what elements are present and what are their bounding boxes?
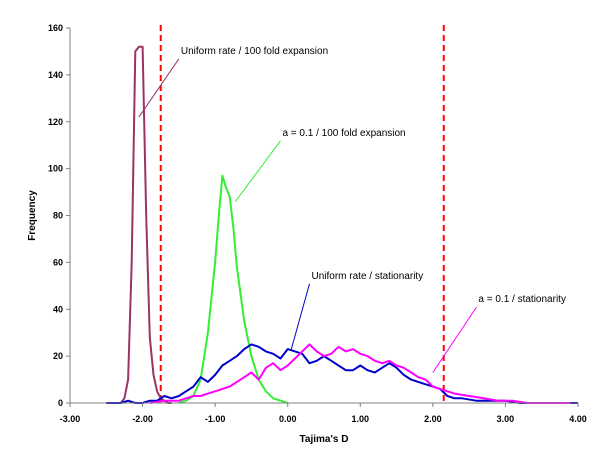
x-ticks: -3.00 -2.00 -1.00 0.00 1.00 2.00 3.00 4.00 bbox=[60, 403, 587, 424]
y-tick-label: 0 bbox=[58, 398, 63, 408]
annotation-pointer bbox=[290, 283, 310, 350]
y-tick-label: 80 bbox=[53, 211, 63, 221]
series-lines bbox=[106, 45, 578, 404]
x-tick-label: -1.00 bbox=[205, 414, 226, 424]
x-tick-label: 3.00 bbox=[497, 414, 515, 424]
x-tick-label: -3.00 bbox=[60, 414, 81, 424]
y-ticks: 0 20 40 60 80 100 120 140 160 bbox=[48, 23, 70, 408]
annotation-label: Uniform rate / 100 fold expansion bbox=[181, 46, 328, 57]
y-tick-label: 140 bbox=[48, 70, 63, 80]
annotation-label: a = 0.1 / stationarity bbox=[478, 294, 566, 305]
x-axis-title: Tajima's D bbox=[300, 434, 349, 445]
y-tick-label: 100 bbox=[48, 164, 63, 174]
x-tick-label: 0.00 bbox=[279, 414, 297, 424]
y-tick-label: 120 bbox=[48, 117, 63, 127]
y-axis-title: Frequency bbox=[27, 190, 38, 241]
annotation-pointer bbox=[235, 140, 281, 202]
x-tick-label: 1.00 bbox=[352, 414, 370, 424]
annotation-label: Uniform rate / stationarity bbox=[311, 271, 423, 282]
y-tick-label: 20 bbox=[53, 351, 63, 361]
y-tick-label: 60 bbox=[53, 257, 63, 267]
x-tick-label: -2.00 bbox=[132, 414, 153, 424]
x-tick-label: 2.00 bbox=[424, 414, 442, 424]
series-line-uniform-rate-stationarity bbox=[106, 343, 578, 404]
annotation-pointer bbox=[432, 306, 477, 373]
annotation-label: a = 0.1 / 100 fold expansion bbox=[282, 128, 405, 139]
series-line-a-0-1-stationarity bbox=[149, 343, 571, 404]
x-tick-label: 4.00 bbox=[569, 414, 587, 424]
series-line-a-0-1-100-fold-expansion bbox=[178, 174, 289, 404]
reference-lines bbox=[159, 25, 445, 403]
y-tick-label: 160 bbox=[48, 23, 63, 33]
annotations: Uniform rate / 100 fold expansion a = 0.1… bbox=[138, 46, 566, 373]
series-line-uniform-rate-100-fold-expansion bbox=[120, 45, 172, 404]
annotation-pointer bbox=[138, 58, 180, 118]
y-tick-label: 40 bbox=[53, 304, 63, 314]
